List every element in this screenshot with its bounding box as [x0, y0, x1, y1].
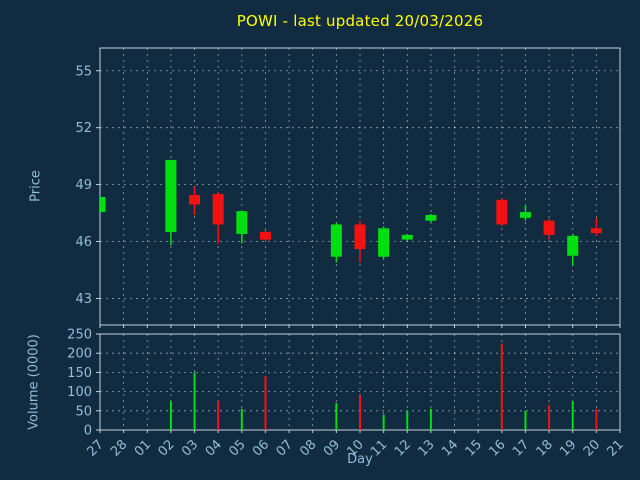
day-tick-label: 11 [368, 437, 390, 459]
volume-tick-label: 250 [67, 328, 92, 343]
price-panel-border [99, 47, 621, 326]
day-tick-label: 15 [463, 437, 485, 459]
volume-group [169, 343, 598, 430]
day-tick-label: 16 [486, 437, 508, 459]
day-tick-label: 10 [345, 437, 367, 459]
day-tick-label: 08 [297, 437, 319, 459]
candle-body [519, 212, 531, 218]
candle-body [259, 232, 271, 240]
price-tick-label: 49 [75, 178, 92, 193]
candle-body [236, 211, 248, 234]
day-tick-label: 06 [250, 437, 272, 459]
candle-body [378, 228, 390, 257]
day-tick-label: 17 [510, 437, 532, 459]
day-tick-label: 03 [179, 437, 201, 459]
candle-body [165, 159, 177, 233]
volume-tick-label: 150 [67, 366, 92, 381]
day-tick-label: 05 [226, 437, 248, 459]
candle-body [590, 228, 602, 233]
candle-body [354, 224, 366, 250]
day-axis-label: Day [347, 452, 373, 467]
chart-title: POWI - last updated 20/03/2026 [236, 12, 484, 30]
price-tick-label: 43 [75, 292, 92, 307]
price-tick-label: 52 [75, 121, 92, 136]
candle-body [212, 194, 224, 225]
day-tick-label: 12 [392, 437, 414, 459]
candle-body [189, 195, 201, 205]
day-tick-label: 13 [415, 437, 437, 459]
day-tick-label: 18 [534, 437, 556, 459]
price-tick-label: 55 [75, 64, 92, 79]
candle-body [330, 224, 342, 257]
price-tick-label: 46 [75, 235, 92, 250]
candle-body [401, 234, 413, 240]
candle-body [496, 199, 508, 225]
day-tick-label: 02 [155, 437, 177, 459]
candle-body [425, 214, 437, 221]
candle-body [567, 235, 579, 256]
volume-tick-label: 0 [84, 424, 92, 439]
candle-body [543, 220, 555, 235]
day-tick-label: 27 [85, 437, 107, 459]
day-tick-label: 04 [203, 437, 225, 459]
day-tick-label: 01 [132, 437, 154, 459]
day-tick-label: 19 [557, 437, 579, 459]
volume-tick-label: 200 [67, 347, 92, 362]
candles-group [100, 159, 602, 267]
day-tick-label: 28 [108, 437, 130, 459]
day-tick-label: 21 [605, 437, 627, 459]
day-tick-label: 09 [321, 437, 343, 459]
day-tick-label: 20 [581, 437, 603, 459]
volume-tick-label: 100 [67, 385, 92, 400]
day-tick-label: 14 [439, 437, 461, 459]
candle-body [100, 196, 106, 213]
day-tick-label: 07 [274, 437, 296, 459]
volume-tick-label: 50 [75, 404, 92, 419]
